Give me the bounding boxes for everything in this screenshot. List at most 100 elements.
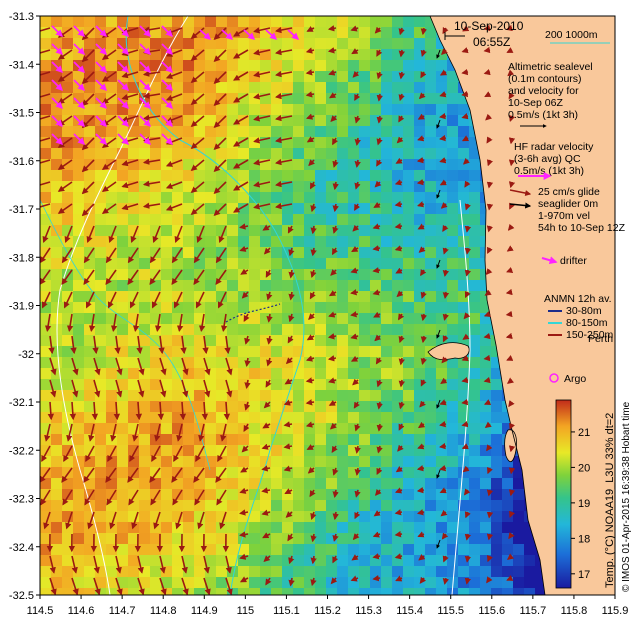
drifter-velocity-arrow	[139, 133, 152, 146]
hf-velocity-arrow	[233, 137, 249, 147]
hf-velocity-arrow	[121, 203, 139, 211]
sst-cell	[194, 346, 206, 358]
sst-cell	[227, 489, 239, 501]
sst-cell	[359, 445, 371, 457]
sst-cell	[282, 313, 294, 325]
hf-velocity-arrow	[217, 445, 227, 463]
sst-cell	[458, 456, 470, 468]
hf-velocity-arrow	[483, 68, 491, 76]
sst-cell	[271, 93, 283, 105]
hf-velocity-arrow	[114, 335, 121, 355]
sst-cell	[128, 225, 140, 237]
sst-cell	[293, 247, 305, 259]
legend-altimetry: Altimetric sealevel(0.1m contours)and ve…	[508, 61, 593, 121]
sst-cell	[370, 137, 382, 149]
hf-velocity-arrow	[462, 25, 470, 32]
sst-cell	[359, 313, 371, 325]
sst-cell	[414, 159, 426, 171]
sst-cell	[359, 192, 371, 204]
sst-cell	[436, 368, 448, 380]
sst-cell	[392, 60, 404, 72]
sst-cell	[469, 192, 481, 204]
sst-cell	[95, 126, 107, 138]
sst-cell	[458, 401, 470, 413]
hf-velocity-arrow	[463, 312, 471, 320]
hf-velocity-arrow	[57, 137, 73, 148]
legend-argo: Argo	[564, 373, 586, 385]
hf-velocity-arrow	[93, 555, 100, 574]
sst-cell	[370, 258, 382, 270]
hf-velocity-arrow	[142, 70, 161, 77]
hf-velocity-arrow	[441, 356, 449, 364]
sst-cell	[216, 170, 228, 182]
sst-cell	[139, 225, 151, 237]
x-tick-label: 115.4	[396, 605, 423, 617]
sst-cell	[348, 456, 360, 468]
sst-cell	[458, 390, 470, 402]
sst-cell	[502, 423, 514, 435]
sst-cell	[381, 324, 393, 336]
sst-cell	[480, 467, 492, 479]
sst-cell	[326, 566, 338, 578]
sst-cell	[392, 412, 404, 424]
sst-cell	[249, 379, 261, 391]
sst-cell	[150, 489, 162, 501]
sst-cell	[183, 291, 195, 303]
x-tick-label: 115.1	[273, 605, 300, 617]
sst-cell	[95, 533, 107, 545]
sst-cell	[73, 324, 85, 336]
sst-cell	[183, 467, 195, 479]
sst-cell	[403, 269, 415, 281]
sst-cell	[40, 247, 52, 259]
sst-cell	[183, 192, 195, 204]
sst-cell	[370, 115, 382, 127]
sst-cell	[238, 511, 250, 523]
sst-cell	[381, 313, 393, 325]
sst-cell	[249, 159, 261, 171]
sst-cell	[425, 148, 437, 160]
sst-cell	[381, 401, 393, 413]
sst-cell	[249, 192, 261, 204]
hf-velocity-arrow	[306, 136, 315, 143]
sst-cell	[524, 544, 536, 556]
sst-cell	[348, 247, 360, 259]
sst-cell	[271, 368, 283, 380]
sst-cell	[436, 192, 448, 204]
hf-velocity-arrow	[484, 91, 492, 98]
hf-velocity-arrow	[81, 27, 95, 41]
sst-cell	[370, 104, 382, 116]
sst-cell	[447, 280, 459, 292]
sst-cell	[172, 291, 184, 303]
sst-cell	[238, 159, 250, 171]
hf-velocity-arrow	[398, 27, 405, 36]
hf-velocity-arrow	[420, 71, 427, 79]
sst-cell	[62, 533, 74, 545]
sst-cell	[172, 511, 184, 523]
sst-cell	[238, 588, 250, 595]
sst-cell	[150, 225, 162, 237]
sst-cell	[139, 489, 151, 501]
sst-cell	[315, 236, 327, 248]
sst-cell	[260, 533, 272, 545]
sst-cell	[381, 544, 393, 556]
sst-cell	[458, 335, 470, 347]
hf-velocity-arrow	[71, 357, 79, 376]
sst-cell	[51, 522, 63, 534]
sst-cell	[513, 522, 525, 534]
hf-velocity-arrow	[165, 203, 183, 211]
hf-velocity-arrow	[417, 223, 425, 230]
sst-cell	[491, 478, 503, 490]
sst-cell	[62, 49, 74, 61]
sst-cell	[51, 203, 63, 215]
sst-cell	[117, 489, 129, 501]
hf-velocity-arrow	[233, 181, 249, 191]
sst-cell	[51, 555, 63, 567]
sst-cell	[370, 456, 382, 468]
sst-cell	[425, 511, 437, 523]
sst-cell	[216, 456, 228, 468]
sst-cell	[172, 313, 184, 325]
sst-cell	[183, 236, 195, 248]
sst-cell	[447, 511, 459, 523]
sst-cell	[227, 137, 239, 149]
